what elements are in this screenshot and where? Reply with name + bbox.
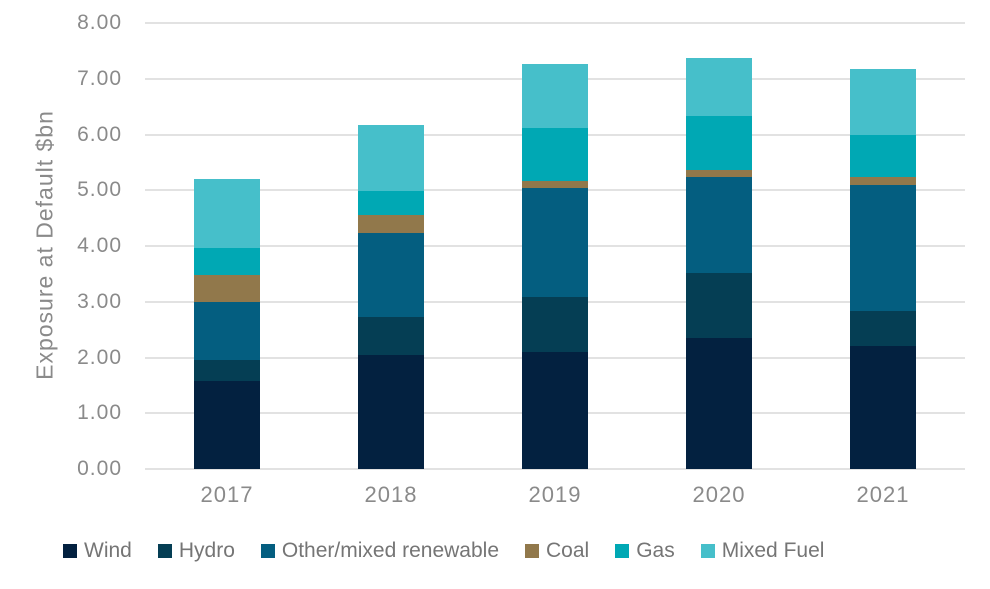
bar-segment-wind-2020 xyxy=(686,338,752,469)
legend-item-mixed-fuel: Mixed Fuel xyxy=(700,539,825,563)
gridline xyxy=(145,468,965,470)
bar-segment-hydro-2021 xyxy=(850,310,916,347)
legend-swatch-mixed-fuel xyxy=(700,544,715,558)
bar-2018 xyxy=(358,125,424,469)
x-axis-tick-label-2017: 2017 xyxy=(200,482,254,507)
legend-label-other-mixed-renewable: Other/mixed renewable xyxy=(281,539,499,562)
y-axis-tick-label: 1.00 xyxy=(77,401,122,425)
x-axis-tick-label-2020: 2020 xyxy=(692,482,746,507)
legend-swatch-gas xyxy=(615,544,630,558)
bar-segment-mixed-fuel-2021 xyxy=(850,69,916,136)
legend-swatch-coal xyxy=(525,544,539,558)
x-axis-tick-label-2019: 2019 xyxy=(528,482,582,507)
plot-area xyxy=(145,22,965,470)
bar-segment-other-mixed-renewable-2019 xyxy=(522,188,588,297)
y-axis-tick-label: 8.00 xyxy=(77,11,122,34)
bar-segment-gas-2018 xyxy=(358,190,424,215)
bar-segment-coal-2017 xyxy=(194,275,260,302)
y-axis-tick-label: 2.00 xyxy=(77,345,122,369)
bar-segment-wind-2017 xyxy=(194,381,260,469)
bar-segment-other-mixed-renewable-2020 xyxy=(686,177,752,274)
bar-2021 xyxy=(850,69,916,469)
legend: Wind Hydro Other/mixed renewable Coal Gas Mix… xyxy=(63,539,824,563)
legend-item-other-mixed-renewable: Other/mixed renewable xyxy=(260,539,499,563)
x-axis-tick-label-2021: 2021 xyxy=(856,482,910,507)
legend-item-wind: Wind xyxy=(63,539,132,563)
legend-label-gas: Gas xyxy=(636,539,675,562)
bar-2020 xyxy=(686,58,752,469)
bar-segment-hydro-2018 xyxy=(358,317,424,356)
y-axis-tick-label: 4.00 xyxy=(77,234,122,257)
legend-item-gas: Gas xyxy=(615,539,675,563)
bar-segment-mixed-fuel-2018 xyxy=(358,125,424,191)
bar-segment-other-mixed-renewable-2017 xyxy=(194,301,260,360)
bars-row xyxy=(145,23,965,469)
y-axis-tick-label: 0.00 xyxy=(77,457,122,480)
bar-2017 xyxy=(194,178,260,469)
legend-swatch-other-mixed-renewable xyxy=(260,544,275,558)
legend-item-hydro: Hydro xyxy=(157,539,235,563)
bar-segment-mixed-fuel-2020 xyxy=(686,58,752,117)
x-axis-tick-label-2018: 2018 xyxy=(364,482,418,507)
y-axis-tick-label: 3.00 xyxy=(77,289,122,313)
legend-swatch-hydro xyxy=(157,544,172,558)
bar-segment-coal-2020 xyxy=(686,170,752,178)
legend-item-coal: Coal xyxy=(525,539,589,563)
bar-segment-coal-2021 xyxy=(850,177,916,185)
y-axis-tick-label: 6.00 xyxy=(77,122,122,146)
legend-swatch-wind xyxy=(63,544,77,558)
bar-segment-wind-2021 xyxy=(850,346,916,469)
bar-segment-gas-2020 xyxy=(686,116,752,171)
bar-segment-mixed-fuel-2017 xyxy=(194,178,260,249)
bar-slot-2021 xyxy=(801,23,965,469)
bar-segment-hydro-2019 xyxy=(522,296,588,353)
bar-segment-gas-2017 xyxy=(194,248,260,276)
bar-segment-gas-2019 xyxy=(522,128,588,181)
bar-segment-coal-2018 xyxy=(358,214,424,234)
bar-segment-wind-2018 xyxy=(358,355,424,469)
bar-segment-mixed-fuel-2019 xyxy=(522,64,588,129)
bar-segment-hydro-2017 xyxy=(194,359,260,382)
legend-label-wind: Wind xyxy=(84,539,132,562)
bar-segment-coal-2019 xyxy=(522,180,588,189)
bar-segment-other-mixed-renewable-2021 xyxy=(850,184,916,311)
bar-segment-wind-2019 xyxy=(522,352,588,469)
bar-segment-gas-2021 xyxy=(850,135,916,178)
bar-2019 xyxy=(522,64,588,469)
gridline xyxy=(145,22,965,24)
y-axis-tick-label: 7.00 xyxy=(77,66,122,90)
bar-slot-2018 xyxy=(309,23,473,469)
y-axis-tick-label: 5.00 xyxy=(77,178,122,202)
legend-label-coal: Coal xyxy=(546,539,590,562)
bar-segment-hydro-2020 xyxy=(686,273,752,338)
x-axis-labels: 2017 2018 2019 2020 2021 xyxy=(145,482,965,508)
bar-slot-2019 xyxy=(473,23,637,469)
bar-slot-2017 xyxy=(145,23,309,469)
bar-segment-other-mixed-renewable-2018 xyxy=(358,233,424,318)
legend-label-mixed-fuel: Mixed Fuel xyxy=(721,539,825,562)
bar-slot-2020 xyxy=(637,23,801,469)
legend-label-hydro: Hydro xyxy=(178,539,235,562)
